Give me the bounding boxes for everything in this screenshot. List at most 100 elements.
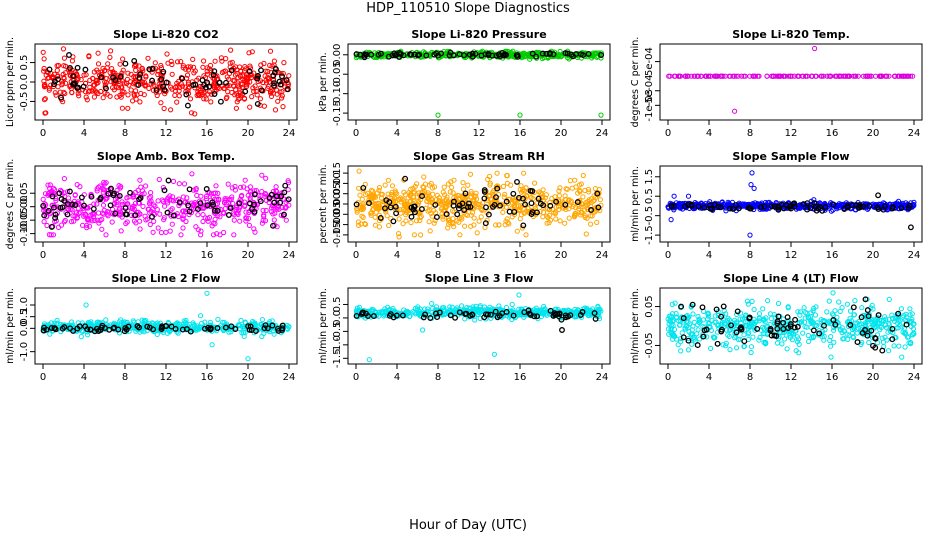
data-point-all <box>44 222 50 229</box>
data-point-all <box>676 73 682 79</box>
data-point-all <box>566 215 572 221</box>
data-point-all <box>194 192 200 199</box>
data-point-all <box>784 346 790 352</box>
panel-title: Slope Amb. Box Temp. <box>97 150 235 163</box>
data-point-selected <box>682 203 689 210</box>
data-point-selected <box>136 196 143 203</box>
x-tick-label: 24 <box>283 128 296 139</box>
data-point-selected <box>543 50 550 57</box>
data-point-selected <box>907 224 914 231</box>
data-point-selected <box>279 73 285 80</box>
data-point-selected <box>591 310 598 317</box>
data-point-all <box>685 347 692 353</box>
data-point-all <box>733 73 739 79</box>
data-point-all <box>369 187 375 193</box>
data-point-all <box>863 73 869 79</box>
data-point-all <box>125 70 131 76</box>
data-point-all <box>359 213 365 219</box>
data-point-all <box>169 206 175 212</box>
data-point-selected <box>701 204 708 211</box>
data-point-selected <box>492 308 499 315</box>
data-point-selected <box>577 312 584 318</box>
data-point-all <box>672 300 678 306</box>
data-point-selected <box>775 206 782 213</box>
data-point-selected <box>70 80 77 87</box>
data-point-all <box>145 55 151 61</box>
data-point-all <box>705 73 711 79</box>
data-point-selected <box>97 194 104 201</box>
data-point-all <box>441 305 447 311</box>
data-point-all <box>590 198 596 204</box>
data-point-all <box>504 180 510 186</box>
data-point-all <box>828 73 834 79</box>
data-point-all <box>137 177 143 183</box>
data-point-all <box>486 173 493 180</box>
data-point-all <box>886 348 892 354</box>
data-point-all <box>500 209 506 215</box>
data-point-all <box>175 330 181 336</box>
data-point-all <box>88 321 94 327</box>
data-point-all <box>520 51 526 57</box>
chart-panel-5: Slope Gas Stream RH0 4 8 12 16 20 24-0.15-0.10… <box>318 150 611 261</box>
data-point-all <box>231 78 237 84</box>
data-point-all <box>271 217 277 223</box>
data-point-selected <box>78 194 85 201</box>
y-axis-label: degrees C per min. <box>5 159 16 250</box>
data-point-all <box>167 228 173 234</box>
data-point-all <box>383 309 389 316</box>
data-point-all <box>271 203 277 209</box>
x-tick-label: 8 <box>435 372 441 383</box>
data-point-selected <box>258 87 265 94</box>
data-point-all <box>229 89 235 96</box>
data-point-all <box>131 79 137 85</box>
y-tick-label: -1e-03 <box>644 89 655 121</box>
data-point-selected <box>423 52 430 59</box>
data-point-selected <box>246 68 253 75</box>
data-point-all <box>838 201 844 207</box>
data-point-all <box>131 93 137 99</box>
data-point-all <box>671 193 677 199</box>
data-point-all <box>748 344 755 350</box>
data-point-all <box>234 204 240 211</box>
data-point-all <box>109 219 115 225</box>
data-point-all <box>76 93 82 99</box>
data-point-all <box>592 50 599 56</box>
x-tick-label: 4 <box>81 250 87 261</box>
data-point-all <box>821 333 827 339</box>
data-point-all <box>810 334 816 341</box>
data-point-all <box>198 193 204 199</box>
data-point-selected <box>456 202 463 209</box>
data-point-selected <box>214 207 221 214</box>
data-point-selected <box>447 312 454 319</box>
data-point-selected <box>59 325 66 332</box>
data-point-selected <box>185 202 192 209</box>
data-point-all <box>68 219 75 225</box>
data-point-selected <box>717 204 724 211</box>
data-point-selected <box>223 79 229 86</box>
data-point-all <box>95 90 101 97</box>
data-point-all <box>54 67 60 74</box>
data-point-all <box>468 189 474 195</box>
data-point-all <box>501 194 507 200</box>
data-point-all <box>436 195 442 201</box>
data-point-all <box>425 308 431 315</box>
data-point-all <box>426 193 432 199</box>
data-point-all <box>670 317 677 323</box>
data-point-selected <box>402 175 409 182</box>
y-tick-label: -5e-04 <box>644 75 655 107</box>
x-tick-label: 20 <box>867 250 880 261</box>
x-tick-label: 12 <box>160 372 173 383</box>
data-point-all <box>196 92 202 98</box>
data-point-selected <box>568 51 575 58</box>
data-point-all <box>243 218 249 224</box>
data-point-all <box>354 207 360 213</box>
data-point-all <box>871 319 877 325</box>
data-point-all <box>905 334 911 340</box>
y-tick-label: -0.10 <box>332 81 343 107</box>
data-point-all <box>200 212 206 218</box>
x-tick-label: 4 <box>706 128 712 139</box>
data-point-all <box>81 213 87 219</box>
data-point-all <box>120 67 126 73</box>
data-point-all <box>465 198 471 204</box>
